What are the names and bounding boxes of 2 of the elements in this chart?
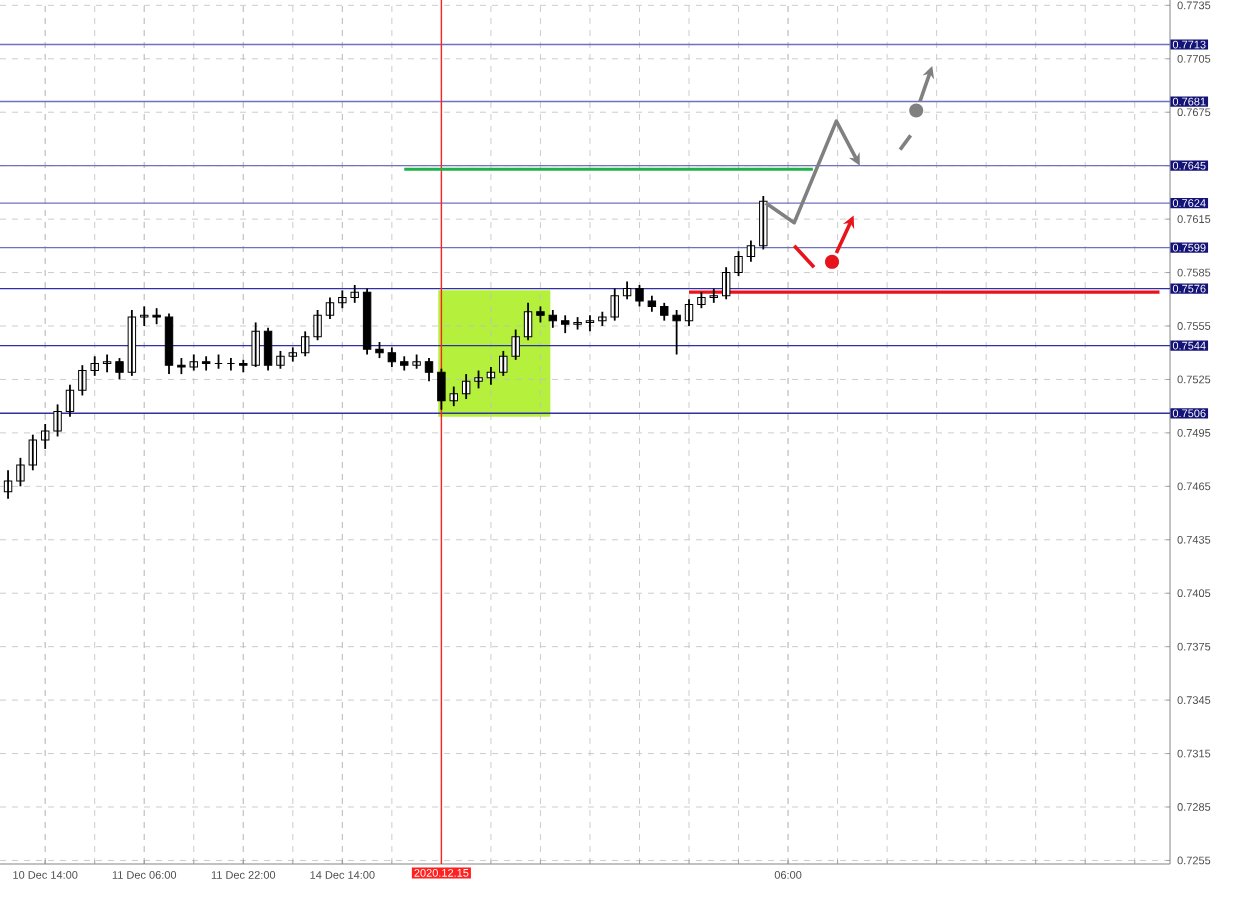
candlestick — [201, 355, 211, 372]
candlestick — [635, 284, 644, 308]
